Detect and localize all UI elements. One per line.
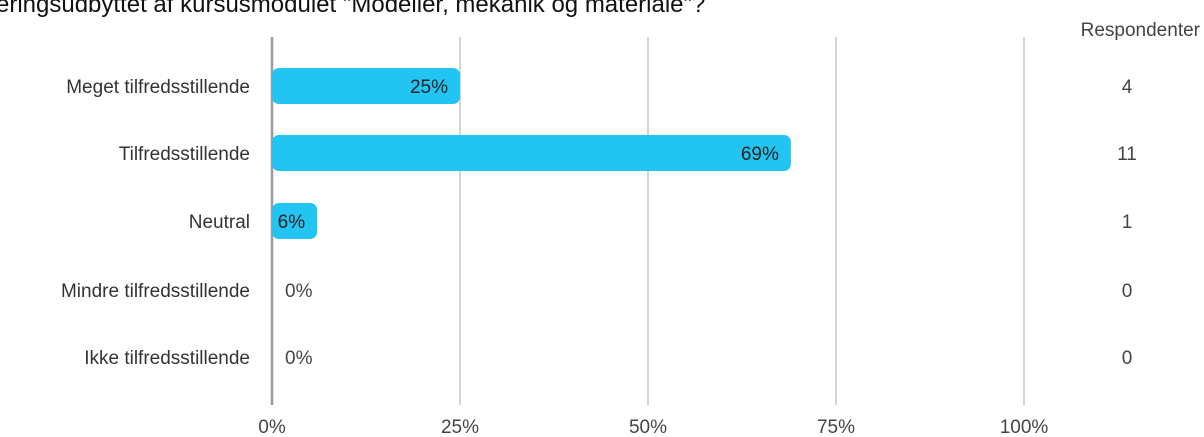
category-label: Ikke tilfredsstillende (84, 348, 250, 369)
category-label: Tilfredsstillende (119, 144, 250, 165)
data-label: 0% (285, 281, 313, 302)
data-label: 0% (285, 348, 313, 369)
category-labels: Meget tilfredsstillende Tilfredsstillende… (61, 77, 250, 369)
respondent-count: 1 (1122, 212, 1133, 233)
bars: 25% 69% 6% 0% 0% (272, 68, 791, 369)
tick-label: 100% (1000, 417, 1049, 437)
chart-title: ærings­udbyttet af kursusmodulet "Modell… (0, 0, 705, 18)
bar (272, 68, 460, 104)
category-label: Neutral (189, 212, 250, 233)
respondents-header: Respondenter (1081, 20, 1201, 41)
data-label: 69% (741, 144, 779, 165)
x-axis-ticks: 0% 25% 50% 75% 100% (258, 417, 1048, 437)
respondent-count: 4 (1122, 77, 1133, 98)
category-label: Mindre tilfredsstillende (61, 281, 250, 302)
category-label: Meget tilfredsstillende (66, 77, 250, 98)
tick-label: 50% (629, 417, 667, 437)
tick-label: 75% (817, 417, 855, 437)
bar (272, 135, 791, 171)
tick-label: 25% (441, 417, 479, 437)
respondent-count: 0 (1122, 281, 1133, 302)
bar (272, 203, 318, 239)
data-label: 25% (410, 77, 448, 98)
respondent-count: 11 (1117, 144, 1137, 165)
tick-label: 0% (258, 417, 286, 437)
respondent-count: 0 (1122, 348, 1133, 369)
data-label: 6% (278, 212, 306, 233)
